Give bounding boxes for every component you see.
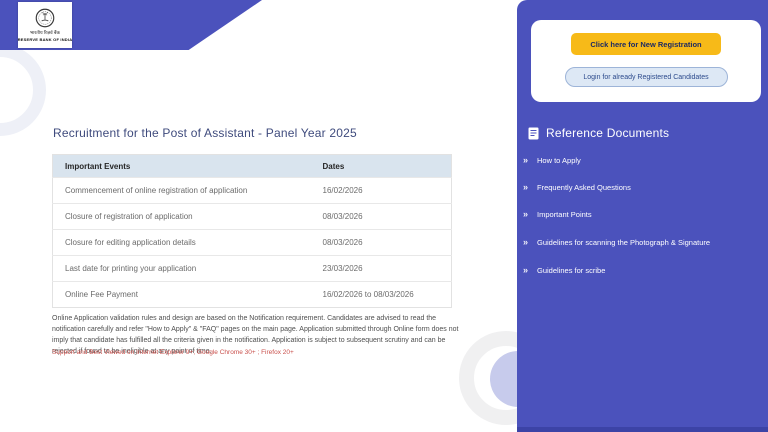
link-guidelines-for-scribe[interactable]: » Guidelines for scribe (523, 265, 606, 276)
table-row: Closure for editing application details … (52, 229, 452, 256)
column-header-important-events: Important Events (52, 154, 311, 178)
browser-support-note: Support and Best Viewed on Internet Expl… (52, 349, 294, 356)
date-cell: 08/03/2026 (310, 203, 452, 230)
event-cell: Online Fee Payment (52, 281, 311, 308)
reference-documents-title: Reference Documents (546, 126, 670, 140)
chevron-right-icon: » (523, 182, 529, 192)
document-icon (528, 127, 539, 139)
table-header-row: Important Events Dates (52, 154, 452, 178)
table-row: Closure of registration of application 0… (52, 203, 452, 230)
auth-card: Click here for New Registration Login fo… (531, 20, 761, 102)
ref-link-label: Guidelines for scribe (537, 266, 606, 275)
event-cell: Last date for printing your application (52, 255, 311, 282)
right-panel: Click here for New Registration Login fo… (517, 0, 768, 432)
link-frequently-asked-questions[interactable]: » Frequently Asked Questions (523, 182, 631, 193)
table-row: Commencement of online registration of a… (52, 177, 452, 204)
ref-link-label: Guidelines for scanning the Photograph &… (537, 238, 711, 247)
ref-link-label: How to Apply (537, 156, 581, 165)
logo-hindi-text: भारतीय रिज़र्व बैंक (30, 30, 60, 35)
panel-bottom-strip (517, 427, 768, 432)
column-header-dates: Dates (310, 154, 452, 178)
table-row: Online Fee Payment 16/02/2026 to 08/03/2… (52, 281, 452, 308)
chevron-right-icon: » (523, 209, 529, 219)
logo-english-text: RESERVE BANK OF INDIA (17, 37, 73, 42)
event-cell: Closure of registration of application (52, 203, 311, 230)
chevron-right-icon: » (523, 265, 529, 275)
link-important-points[interactable]: » Important Points (523, 209, 592, 220)
important-events-table: Important Events Dates Commencement of o… (52, 154, 452, 308)
rbi-logo: भारतीय रिज़र्व बैंक RESERVE BANK OF INDI… (18, 2, 72, 48)
link-guidelines-photograph-signature[interactable]: » Guidelines for scanning the Photograph… (523, 237, 711, 248)
link-how-to-apply[interactable]: » How to Apply (523, 155, 581, 166)
chevron-right-icon: » (523, 237, 529, 247)
new-registration-button[interactable]: Click here for New Registration (571, 33, 721, 55)
rbi-seal-icon (35, 8, 55, 28)
date-cell: 08/03/2026 (310, 229, 452, 256)
date-cell: 16/02/2026 (310, 177, 452, 204)
chevron-right-icon: » (523, 155, 529, 165)
date-cell: 23/03/2026 (310, 255, 452, 282)
ref-link-label: Important Points (537, 210, 592, 219)
table-row: Last date for printing your application … (52, 255, 452, 282)
date-cell: 16/02/2026 to 08/03/2026 (310, 281, 452, 308)
main-content: Recruitment for the Post of Assistant - … (52, 126, 459, 356)
event-cell: Commencement of online registration of a… (52, 177, 311, 204)
event-cell: Closure for editing application details (52, 229, 311, 256)
application-note: Online Application validation rules and … (52, 315, 459, 355)
ref-link-label: Frequently Asked Questions (537, 183, 631, 192)
login-button[interactable]: Login for already Registered Candidates (564, 67, 728, 87)
reference-documents-header: Reference Documents (528, 126, 669, 140)
page-title: Recruitment for the Post of Assistant - … (53, 126, 357, 140)
